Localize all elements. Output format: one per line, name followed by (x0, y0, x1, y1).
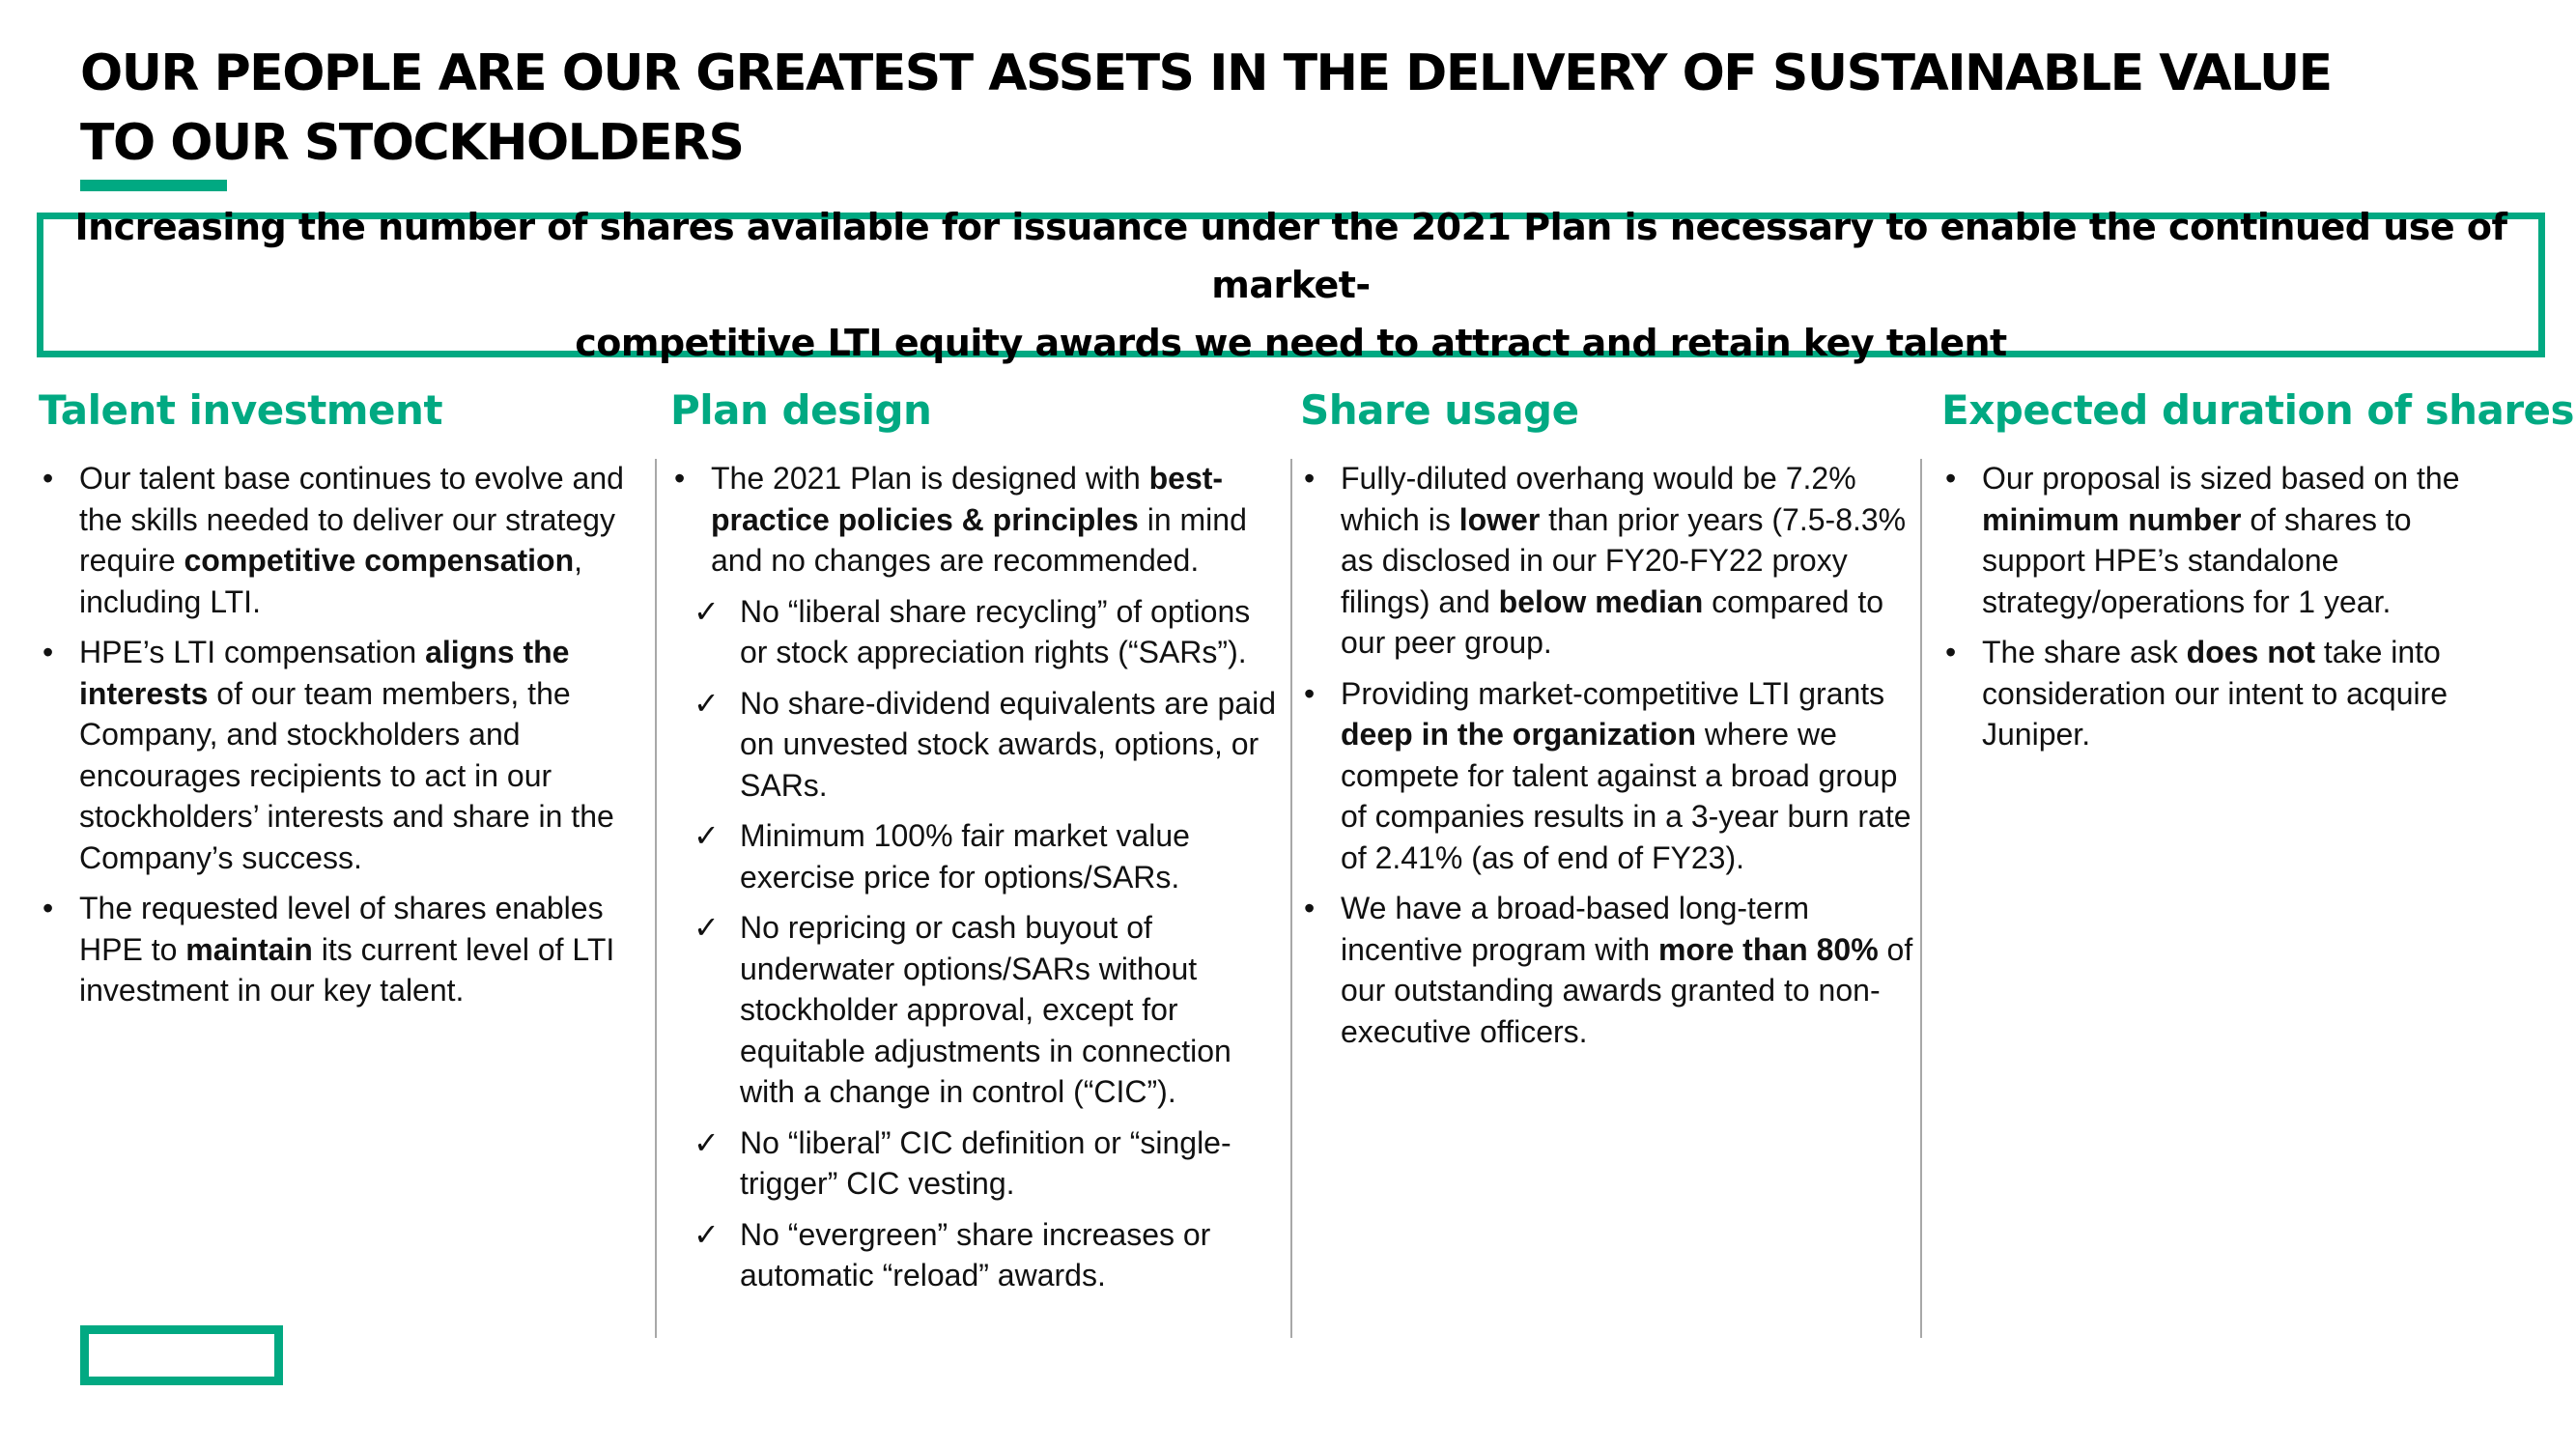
plan-design-list: • The 2021 Plan is designed with best-pra… (670, 458, 1284, 1296)
expected-duration-list: • Our proposal is sized based on the mini… (1941, 458, 2521, 755)
hpe-logo (80, 1325, 283, 1385)
talent-investment-heading: Talent investment (39, 386, 443, 434)
page-title: OUR PEOPLE ARE OUR GREATEST ASSETS IN TH… (80, 39, 2495, 178)
checklist-item: ✓ No “liberal share recycling” of options… (694, 592, 1251, 670)
bullet-icon: • (42, 635, 54, 669)
checkmark-icon: ✓ (694, 592, 720, 630)
bullet-icon: • (1945, 461, 1957, 496)
list-item: • We have a broad-based long-term incenti… (1300, 888, 1913, 1052)
share-usage-column: Share usage • Fully-diluted overhang woul… (1300, 384, 1913, 1062)
list-item: • The share ask does not take into consid… (1941, 632, 2521, 755)
key-message-line-2: competitive LTI equity awards we need to… (575, 322, 2007, 364)
expected-duration-column: Expected duration of shares • Our proposa… (1941, 384, 2575, 765)
column-divider (1290, 459, 1292, 1338)
list-item: • The 2021 Plan is designed with best-pra… (670, 458, 1284, 582)
bullet-icon: • (1304, 891, 1316, 925)
expected-duration-heading: Expected duration of shares (1941, 386, 2575, 434)
list-item: • The requested level of shares enables H… (39, 888, 637, 1011)
column-divider (655, 459, 657, 1338)
share-usage-list: • Fully-diluted overhang would be 7.2% wh… (1300, 458, 1913, 1052)
share-usage-heading: Share usage (1300, 386, 1579, 434)
checklist-item: ✓ No “evergreen” share increases or autom… (694, 1215, 1211, 1293)
checklist-item: ✓ Minimum 100% fair market value exercise… (694, 817, 1190, 895)
bullet-icon: • (674, 461, 686, 496)
checkmark-icon: ✓ (694, 1123, 720, 1161)
talent-investment-list: • Our talent base continues to evolve and… (39, 458, 637, 1011)
bullet-icon: • (1304, 675, 1316, 711)
checklist-item: ✓ No share-dividend equivalents are paid … (694, 684, 1277, 803)
bullet-icon: • (1945, 635, 1957, 669)
key-message-banner: Increasing the number of shares availabl… (37, 206, 2545, 364)
checkmark-icon: ✓ (694, 684, 720, 722)
talent-investment-column: Talent investment • Our talent base conti… (39, 384, 637, 1021)
bullet-icon: • (1304, 461, 1316, 496)
title-accent-rule (80, 180, 227, 191)
column-divider (1920, 459, 1922, 1338)
page-title-line-1: OUR PEOPLE ARE OUR GREATEST ASSETS IN TH… (80, 44, 2333, 102)
list-item: • Our talent base continues to evolve and… (39, 458, 637, 622)
bullet-icon: • (42, 891, 54, 925)
checkmark-icon: ✓ (694, 909, 720, 946)
bullet-icon: • (42, 461, 54, 496)
list-item: • Fully-diluted overhang would be 7.2% wh… (1300, 458, 1913, 664)
key-message-line-1: Increasing the number of shares availabl… (74, 206, 2507, 306)
checklist-item: ✓ No repricing or cash buyout of underwat… (694, 909, 1231, 1109)
key-message-text: Increasing the number of shares availabl… (43, 198, 2538, 372)
plan-design-column: Plan design • The 2021 Plan is designed w… (670, 384, 1284, 1306)
checkmark-icon: ✓ (694, 817, 720, 854)
checklist-item: ✓ No “liberal” CIC definition or “single-… (694, 1123, 1231, 1202)
page-title-line-2: TO OUR STOCKHOLDERS (80, 114, 745, 172)
plan-design-heading: Plan design (670, 386, 932, 434)
list-item: • Providing market-competitive LTI grants… (1300, 673, 1913, 879)
checkmark-icon: ✓ (694, 1215, 720, 1253)
list-item: • Our proposal is sized based on the mini… (1941, 458, 2521, 622)
list-item: • HPE’s LTI compensation aligns the inter… (39, 632, 637, 878)
